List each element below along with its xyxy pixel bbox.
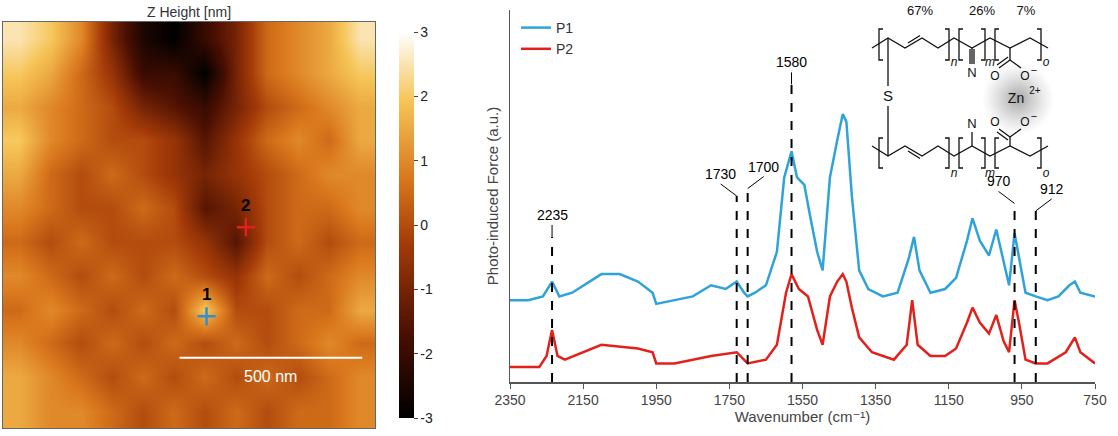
svg-text:1550: 1550: [787, 392, 818, 408]
svg-text:O: O: [1020, 69, 1029, 83]
svg-text:2: 2: [420, 88, 428, 104]
svg-text:N: N: [967, 116, 976, 131]
svg-text:O: O: [990, 115, 999, 129]
svg-text:Photo-induced Force (a.u.): Photo-induced Force (a.u.): [484, 107, 501, 285]
svg-text:2: 2: [241, 196, 250, 215]
svg-text:n: n: [951, 166, 958, 180]
svg-text:1580: 1580: [776, 54, 807, 70]
svg-text:3: 3: [420, 24, 428, 40]
svg-text:P2: P2: [556, 41, 573, 57]
svg-text:26%: 26%: [969, 3, 995, 18]
svg-text:Wavenumber (cm⁻¹): Wavenumber (cm⁻¹): [735, 408, 871, 425]
svg-text:1150: 1150: [934, 392, 964, 408]
svg-text:-3: -3: [420, 410, 433, 426]
svg-text:Zn: Zn: [1008, 90, 1024, 106]
svg-text:-1: -1: [420, 281, 433, 297]
svg-text:-2: -2: [420, 346, 433, 362]
svg-text:m: m: [985, 55, 995, 69]
svg-text:500 nm: 500 nm: [244, 368, 297, 385]
svg-text:2+: 2+: [1029, 85, 1041, 96]
svg-text:o: o: [1043, 55, 1050, 69]
svg-text:o: o: [1043, 166, 1050, 180]
svg-text:S: S: [883, 87, 893, 104]
svg-text:O: O: [1020, 115, 1029, 129]
svg-text:1950: 1950: [641, 392, 672, 408]
svg-text:1: 1: [420, 153, 428, 169]
svg-text:67%: 67%: [907, 3, 933, 18]
svg-text:2150: 2150: [568, 392, 599, 408]
svg-text:N: N: [967, 65, 976, 80]
svg-text:912: 912: [1040, 181, 1064, 197]
svg-text:2235: 2235: [537, 207, 568, 223]
svg-text:1750: 1750: [714, 392, 745, 408]
svg-text:2350: 2350: [494, 392, 525, 408]
svg-text:1730: 1730: [705, 166, 736, 182]
svg-text:m: m: [985, 166, 995, 180]
svg-text:7%: 7%: [1017, 3, 1036, 18]
svg-text:Z Height [nm]: Z Height [nm]: [147, 4, 231, 20]
svg-text:0: 0: [420, 217, 428, 233]
svg-text:950: 950: [1010, 392, 1034, 408]
svg-text:1700: 1700: [748, 159, 779, 175]
svg-text:−: −: [1031, 110, 1037, 122]
svg-text:O: O: [990, 69, 999, 83]
svg-text:P1: P1: [556, 20, 573, 36]
svg-text:750: 750: [1083, 392, 1107, 408]
svg-text:1350: 1350: [860, 392, 891, 408]
svg-text:1: 1: [202, 285, 211, 304]
svg-text:n: n: [951, 55, 958, 69]
svg-text:−: −: [1031, 64, 1037, 76]
svg-text:970: 970: [987, 173, 1011, 189]
